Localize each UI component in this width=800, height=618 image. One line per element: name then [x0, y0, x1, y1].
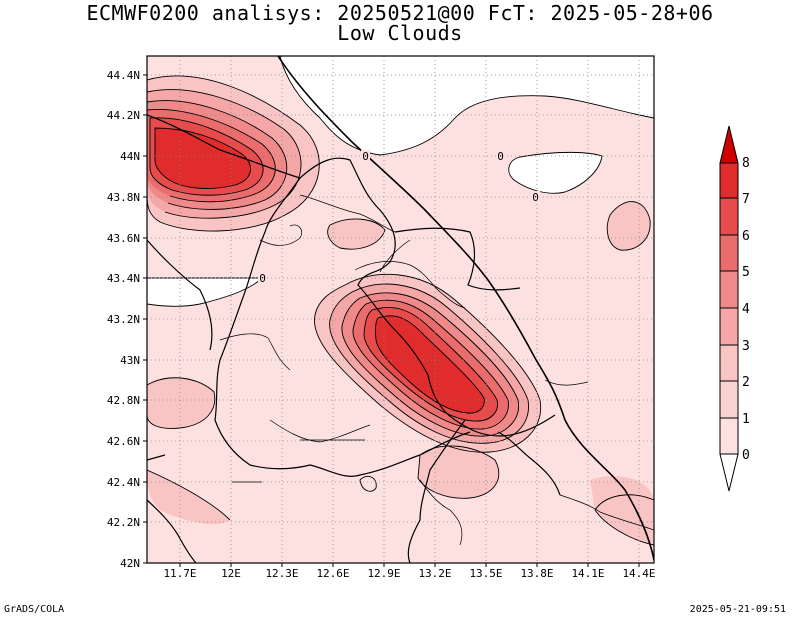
colorbar-swatch-4-5 [719, 270, 739, 309]
lat-label: 43.8N [107, 191, 140, 204]
map-subtitle: Low Clouds [337, 21, 463, 45]
lat-label: 43.6N [107, 232, 140, 245]
lat-label: 43.4N [107, 272, 140, 285]
contour-label-bg [361, 150, 370, 162]
lon-label: 12.6E [316, 567, 349, 580]
zero-area-northeast [508, 152, 602, 194]
colorbar-swatch-3-4 [719, 307, 739, 346]
coastline [277, 56, 654, 561]
colorbar-swatch-7-8 [719, 162, 739, 199]
colorbar-label: 0 [742, 448, 750, 463]
lat-label: 42.6N [107, 435, 140, 448]
contour-value-labels: 0 0 0 0 [258, 150, 540, 285]
zero-area-north [280, 56, 654, 155]
longitude-labels: 11.7E 12E 12.3E 12.6E 12.9E 13.2E 13.5E … [163, 567, 655, 580]
colorbar-label: 8 [742, 156, 750, 171]
axis-ticks [143, 74, 640, 567]
lat-label: 43N [120, 354, 140, 367]
colorbar-label: 7 [742, 192, 750, 207]
footer-credit: GrADS/COLA [4, 604, 65, 615]
colorbar-bottom-arrow [719, 453, 739, 492]
colorbar-label: 6 [742, 229, 750, 244]
grid-lines [147, 56, 654, 563]
lat-label: 44.4N [107, 69, 140, 82]
contour-label-bg [496, 150, 505, 162]
contour-label-bg [531, 191, 540, 203]
lat-label: 42.4N [107, 476, 140, 489]
lon-label: 13.5E [469, 567, 502, 580]
contour-label: 0 [362, 150, 369, 163]
lat-label: 44.2N [107, 109, 140, 122]
lon-label: 12E [221, 567, 241, 580]
contour-label: 0 [532, 191, 539, 204]
contour-label: 0 [259, 272, 266, 285]
colorbar-top-arrow [719, 125, 739, 164]
zero-area-west [147, 278, 262, 307]
plot-frame [146, 55, 655, 564]
lon-label: 12.3E [265, 567, 298, 580]
footer-timestamp: 2025-05-21-09:51 [689, 604, 786, 615]
lat-label: 44N [120, 150, 140, 163]
lat-label: 42.8N [107, 394, 140, 407]
lon-label: 13.8E [520, 567, 553, 580]
colorbar-label: 5 [742, 265, 750, 280]
regional-borders [147, 114, 561, 563]
lon-label: 13.2E [418, 567, 451, 580]
colorbar-label: 3 [742, 339, 750, 354]
lat-label: 42.2N [107, 516, 140, 529]
contour-label-bg [258, 272, 267, 284]
province-borders [219, 194, 654, 546]
colorbar-label: 1 [742, 412, 750, 427]
colorbar-swatch-5-6 [719, 234, 739, 272]
colorbar-swatch-1-2 [719, 380, 739, 419]
contour-lines [147, 56, 654, 546]
lat-label: 42N [120, 557, 140, 570]
contour-label: 0 [497, 150, 504, 163]
colorbar-label: 4 [742, 302, 750, 317]
colorbar-swatch-2-3 [719, 344, 739, 382]
lon-label: 12.9E [367, 567, 400, 580]
lon-label: 14.1E [571, 567, 604, 580]
lon-label: 11.7E [163, 567, 196, 580]
low-clouds-field [147, 56, 654, 563]
colorbar-swatch-6-7 [719, 197, 739, 236]
colorbar-swatch-0-1 [719, 417, 739, 455]
map-title: ECMWF0200 analisys: 20250521@00 FcT: 202… [86, 1, 714, 25]
colorbar: 8 7 6 5 4 3 2 1 0 [719, 125, 750, 492]
latitude-labels: 44.4N 44.2N 44N 43.8N 43.6N 43.4N 43.2N … [107, 69, 140, 570]
lon-label: 14.4E [622, 567, 655, 580]
colorbar-label: 2 [742, 375, 750, 390]
lat-label: 43.2N [107, 313, 140, 326]
